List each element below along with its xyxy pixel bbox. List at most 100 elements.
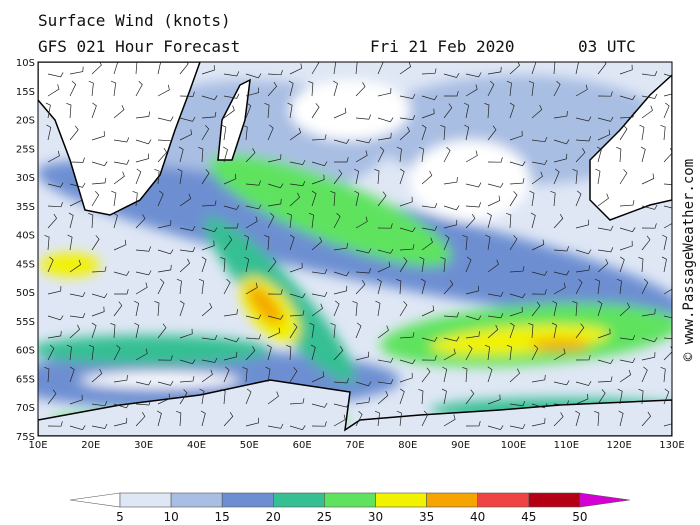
wind-barb [572,168,578,185]
wind-barb [289,293,306,299]
wind-barb [597,389,606,405]
wind-barb [377,146,385,163]
wind-barb [575,410,581,427]
wind-barb [91,177,107,185]
wind-barb [551,322,557,339]
wind-barb [330,322,336,339]
wind-barb [355,82,366,97]
legend-swatch [119,492,172,508]
wind-barb [245,216,258,229]
wind-barb [201,335,218,341]
wind-barb [69,425,86,431]
wind-barb [157,62,162,75]
wind-barb [509,161,526,167]
wind-barb [355,216,368,229]
wind-barb [201,227,218,233]
wind-barb [443,280,454,295]
lon-label: 100E [501,440,526,451]
wind-barb [641,71,658,77]
wind-barb [286,212,292,229]
wind-barb [443,177,458,185]
wind-barb [267,391,279,405]
wind-barb [245,334,262,340]
wind-barb [509,306,523,317]
lon-label: 40E [187,440,206,451]
wind-barb [553,153,568,163]
wind-barb [597,359,614,365]
wind-barb [641,308,656,317]
wind-barb [267,212,275,229]
legend-label: 50 [572,510,587,524]
legend-label: 35 [419,510,434,524]
wind-barb [113,171,125,185]
wind-barb [619,334,636,341]
wind-barb [111,190,117,207]
wind-barb [311,402,328,408]
wind-barb [91,322,97,339]
wind-barb [531,137,548,143]
wind-barb [465,285,480,295]
wind-barb [553,139,570,145]
credit: © www.PassageWeather.com [681,159,697,361]
wind-barb [553,80,561,97]
wind-barb [200,410,206,427]
wind-barb [421,225,438,231]
wind-barb [509,130,523,141]
lon-label: 120E [606,440,631,451]
wind-barb [528,80,534,97]
wind-barb [245,417,260,427]
wind-barb [244,256,250,273]
wind-barb [619,112,635,119]
wind-barb [509,293,526,299]
wind-barb [223,309,238,317]
wind-barb [157,380,174,386]
wind-barb [242,366,248,383]
wind-barb [487,425,504,431]
wind-barb [399,388,405,405]
wind-barb [575,381,592,386]
wind-barb [135,80,143,97]
lat-axis: 10S 15S 20S 25S 30S 35S 40S 45S 50S 55S 60S 65S 70S 7… [16,58,35,443]
wind-barb [44,366,50,383]
wind-barb [287,102,293,119]
wind-barb [179,193,192,207]
wind-barb [377,132,392,141]
wind-barb [616,146,622,163]
wind-barb [641,235,651,251]
wind-barb [355,150,368,163]
wind-barb [663,73,672,77]
wind-barb [575,116,592,122]
wind-barb [531,239,545,251]
wind-barb [355,280,366,295]
wind-barb [509,235,518,251]
wind-barb [660,124,666,141]
lon-label: 30E [134,440,153,451]
wind-barb [399,114,416,121]
legend-swatch [477,492,530,508]
wind-barb [509,368,521,383]
wind-barb [110,80,117,97]
wind-barb [553,412,564,427]
wind-barb [443,146,451,163]
legend-label: 45 [521,510,536,524]
wind-barb [440,124,446,141]
wind-barb [399,126,411,141]
wind-barb [69,366,75,383]
wind-barb [245,87,259,97]
wind-barb [487,324,499,339]
wind-barb [311,174,325,185]
wind-barb [374,410,380,427]
wind-barb [223,235,233,251]
lat-label: 45S [16,259,35,270]
wind-barb [91,235,100,251]
wind-barb [113,271,130,276]
wind-barb [377,357,394,363]
wind-barb [660,366,666,383]
wind-barb [485,234,491,251]
wind-barb [575,249,592,255]
lat-label: 70S [16,403,35,414]
wind-barb [135,348,148,361]
legend-arrow-low [69,492,121,508]
wind-barb [531,171,543,185]
wind-barb [662,234,668,251]
